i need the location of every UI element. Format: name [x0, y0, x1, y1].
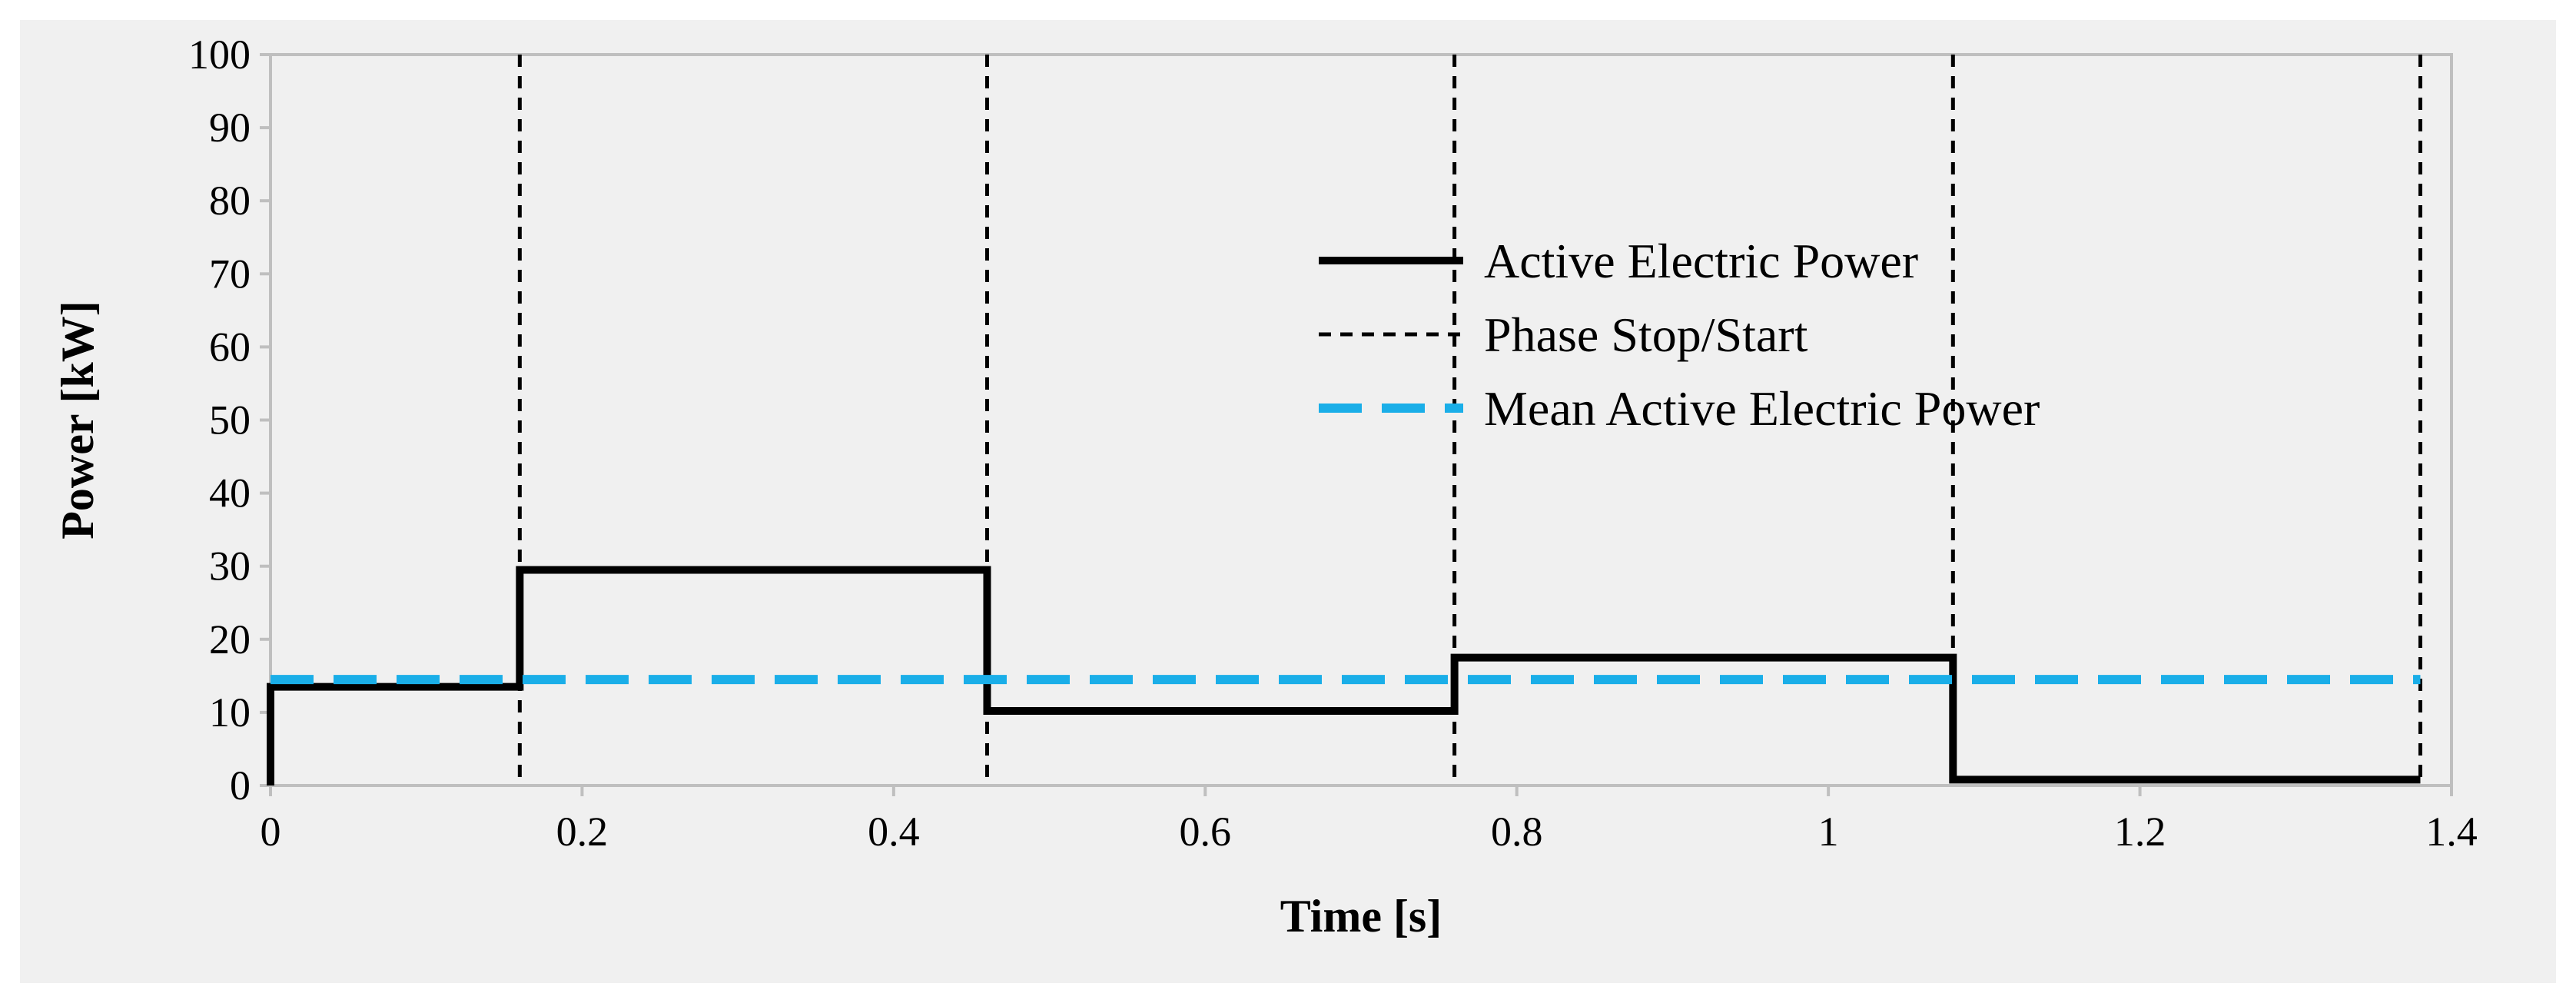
x-tick-label: 0.4 [868, 809, 920, 855]
x-tick-label: 1 [1818, 809, 1839, 855]
y-tick-label: 0 [230, 762, 251, 809]
x-tick-label: 0.6 [1180, 809, 1232, 855]
x-tick-label: 0.8 [1491, 809, 1543, 855]
y-axis-title: Power [kW] [52, 301, 103, 540]
legend: Active Electric Power Phase Stop/Start Mea… [1319, 234, 2040, 436]
y-tick-label: 80 [209, 178, 251, 224]
y-tick-label: 100 [188, 32, 251, 78]
active-electric-power-line [267, 566, 2421, 785]
x-tick-label: 0.2 [556, 809, 609, 855]
x-tick-label: 1.2 [2114, 809, 2166, 855]
chart-frame: 0 10 20 30 40 50 60 70 80 90 100 0 0.2 0.4 0.6 0.8 1 1.2 1… [20, 20, 2556, 983]
y-tick-label: 20 [209, 616, 251, 663]
legend-mean-active-power-label: Mean Active Electric Power [1484, 381, 2040, 436]
axes-layer: 0 10 20 30 40 50 60 70 80 90 100 0 0.2 0.4 0.6 0.8 1 1.2 1… [52, 32, 2478, 942]
legend-phase-stop-start-label: Phase Stop/Start [1484, 307, 1808, 362]
y-tick-label: 10 [209, 689, 251, 736]
y-tick-label: 90 [209, 105, 251, 151]
legend-active-power-label: Active Electric Power [1484, 234, 1918, 288]
x-axis-title: Time [s] [1280, 891, 1442, 942]
y-tick-label: 50 [209, 397, 251, 443]
x-tick-label: 1.4 [2425, 809, 2478, 855]
x-tick-label: 0 [261, 809, 281, 855]
y-tick-label: 30 [209, 543, 251, 590]
y-tick-label: 70 [209, 251, 251, 297]
y-tick-label: 60 [209, 324, 251, 370]
power-time-chart: 0 10 20 30 40 50 60 70 80 90 100 0 0.2 0.4 0.6 0.8 1 1.2 1… [52, 32, 2478, 942]
series-layer [267, 55, 2422, 785]
y-tick-label: 40 [209, 470, 251, 516]
